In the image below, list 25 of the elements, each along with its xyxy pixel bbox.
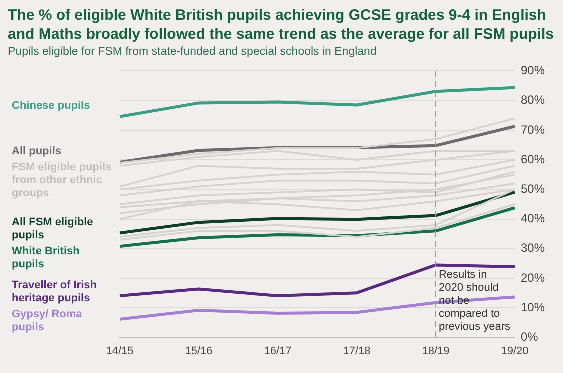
- y-tick-label: 0%: [520, 330, 539, 344]
- y-tick-label: 50%: [520, 182, 546, 196]
- chart-title: The % of eligible White British pupils achieving GCSE grades 9-4 in English and Maths broadly followed the same trend as the average for all FSM pupils: [8, 6, 555, 44]
- y-tick-label: 40%: [520, 212, 546, 226]
- text: Chinese pupils: [12, 100, 90, 112]
- y-tick-label: 90%: [520, 64, 546, 78]
- ref-line-label: Results in 2020 should not be compared to previous years: [438, 269, 512, 334]
- x-tick-label: 17/18: [343, 345, 371, 358]
- y-tick-label: 30%: [520, 241, 546, 256]
- y-tick-label: 20%: [520, 270, 546, 285]
- text: All pupils: [12, 146, 62, 158]
- chart-subtitle: Pupils eligible for FSM from state-funded and special schools in England: [8, 46, 378, 58]
- text: Gypsy/ Roma pupils: [12, 308, 84, 334]
- text: All FSM eligible pupils: [12, 216, 94, 242]
- text: White British pupils: [12, 246, 80, 271]
- y-tick-label: 80%: [520, 93, 546, 108]
- y-tick-label: 70%: [520, 122, 546, 137]
- y-tick-label: 60%: [520, 152, 546, 166]
- x-tick-label: 14/15: [106, 345, 134, 358]
- y-tick-label: 10%: [520, 300, 546, 314]
- x-tick-label: 16/17: [264, 345, 292, 358]
- text: Traveller of Irish heritage pupils: [12, 279, 98, 304]
- x-tick-label: 18/19: [422, 345, 450, 358]
- x-tick-label: 19/20: [501, 345, 529, 358]
- x-tick-label: 15/16: [185, 345, 213, 358]
